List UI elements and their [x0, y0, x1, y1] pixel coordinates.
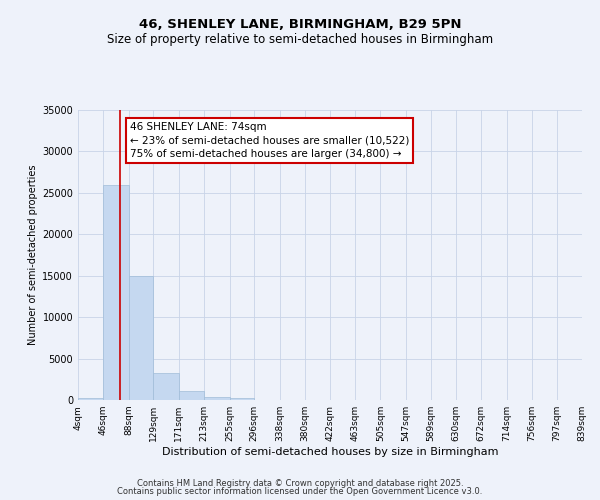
- Bar: [154, 374, 179, 400]
- Bar: [179, 391, 204, 400]
- Text: Contains HM Land Registry data © Crown copyright and database right 2025.: Contains HM Land Registry data © Crown c…: [137, 478, 463, 488]
- X-axis label: Distribution of semi-detached houses by size in Birmingham: Distribution of semi-detached houses by …: [162, 447, 498, 457]
- Text: 46 SHENLEY LANE: 74sqm
← 23% of semi-detached houses are smaller (10,522)
75% of: 46 SHENLEY LANE: 74sqm ← 23% of semi-det…: [130, 122, 409, 159]
- Bar: [129, 276, 154, 400]
- Bar: [103, 184, 129, 400]
- Bar: [230, 398, 254, 400]
- Bar: [204, 396, 230, 400]
- Text: Size of property relative to semi-detached houses in Birmingham: Size of property relative to semi-detach…: [107, 32, 493, 46]
- Y-axis label: Number of semi-detached properties: Number of semi-detached properties: [28, 165, 38, 345]
- Text: 46, SHENLEY LANE, BIRMINGHAM, B29 5PN: 46, SHENLEY LANE, BIRMINGHAM, B29 5PN: [139, 18, 461, 30]
- Text: Contains public sector information licensed under the Open Government Licence v3: Contains public sector information licen…: [118, 487, 482, 496]
- Bar: [78, 398, 103, 400]
